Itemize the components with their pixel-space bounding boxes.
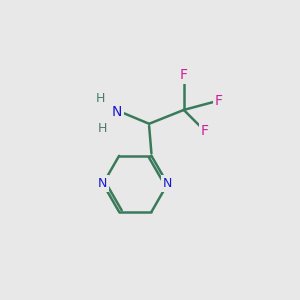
Text: N: N	[163, 177, 172, 190]
Text: F: F	[201, 124, 208, 138]
Text: F: F	[180, 68, 188, 82]
Text: H: H	[96, 92, 105, 105]
Text: N: N	[98, 177, 108, 190]
Text: N: N	[112, 105, 122, 119]
Text: F: F	[214, 94, 222, 108]
Text: H: H	[98, 122, 108, 135]
